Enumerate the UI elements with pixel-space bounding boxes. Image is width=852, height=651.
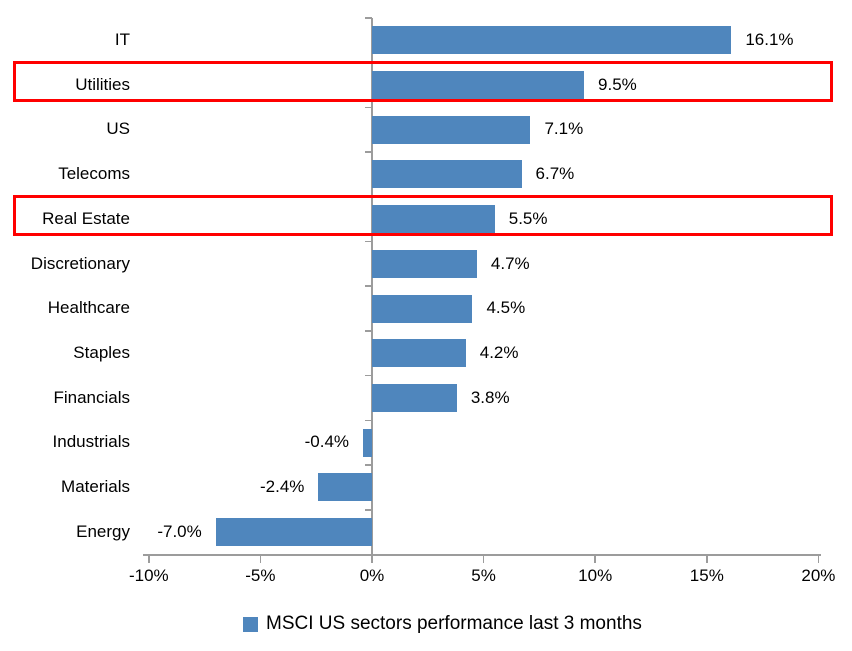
x-axis-tick bbox=[594, 554, 596, 563]
value-label: 9.5% bbox=[598, 74, 637, 94]
x-axis-tick bbox=[371, 554, 373, 563]
y-axis-tick bbox=[365, 285, 372, 287]
bar bbox=[372, 26, 732, 55]
value-label: -7.0% bbox=[157, 521, 202, 541]
category-label: Discretionary bbox=[30, 253, 130, 273]
category-label: IT bbox=[114, 30, 130, 49]
x-axis-tick bbox=[259, 554, 262, 563]
y-axis-tick bbox=[365, 106, 372, 109]
category-label: Utilities bbox=[75, 74, 130, 94]
bar bbox=[372, 205, 495, 234]
highlight-box-real-estate bbox=[13, 195, 833, 237]
bar bbox=[372, 115, 531, 144]
category-label: US bbox=[106, 119, 130, 139]
value-label: 4.7% bbox=[490, 253, 530, 273]
x-axis-tick bbox=[148, 554, 150, 563]
y-axis-tick bbox=[365, 419, 372, 422]
bar bbox=[215, 518, 372, 547]
category-label: Telecoms bbox=[58, 164, 130, 184]
legend: MSCI US sectors performance last 3 month… bbox=[243, 612, 642, 636]
legend-label: MSCI US sectors performance last 3 month… bbox=[266, 613, 642, 634]
x-tick-label: -5% bbox=[245, 566, 276, 585]
category-label: Staples bbox=[73, 342, 130, 362]
bar bbox=[372, 249, 477, 278]
x-tick-label: -10% bbox=[128, 566, 169, 585]
y-axis-tick bbox=[365, 374, 372, 377]
category-label: Healthcare bbox=[47, 298, 130, 318]
x-tick-label: 20% bbox=[801, 566, 836, 585]
bar bbox=[372, 294, 473, 323]
category-label: Energy bbox=[76, 521, 130, 541]
y-axis-tick bbox=[365, 17, 372, 19]
highlight-box-utilities bbox=[13, 61, 833, 103]
y-axis-tick bbox=[365, 240, 372, 243]
bar bbox=[372, 71, 585, 100]
category-label: Materials bbox=[61, 477, 130, 497]
bar bbox=[372, 384, 457, 413]
y-axis-tick bbox=[365, 509, 372, 511]
x-tick-label: 0% bbox=[359, 566, 385, 585]
category-label: Real Estate bbox=[42, 208, 130, 228]
category-label: Financials bbox=[53, 387, 130, 407]
bar bbox=[318, 473, 372, 502]
value-label: 3.8% bbox=[470, 387, 510, 407]
category-label: Industrials bbox=[52, 432, 130, 452]
y-axis-tick bbox=[365, 464, 372, 466]
value-label: 6.7% bbox=[535, 164, 575, 184]
value-label: 4.2% bbox=[479, 342, 519, 362]
bar bbox=[372, 160, 522, 189]
x-axis-tick bbox=[706, 554, 708, 563]
x-axis-tick bbox=[817, 554, 820, 563]
value-label: 4.5% bbox=[486, 298, 526, 318]
x-axis-line bbox=[143, 553, 821, 556]
y-axis-tick bbox=[365, 330, 372, 332]
value-label: -2.4% bbox=[260, 477, 305, 497]
value-label: 5.5% bbox=[508, 208, 548, 228]
x-tick-label: 5% bbox=[471, 566, 496, 585]
value-label: 7.1% bbox=[544, 119, 584, 139]
x-tick-label: 15% bbox=[689, 566, 724, 585]
value-label: -0.4% bbox=[304, 432, 350, 452]
x-tick-label: 10% bbox=[578, 566, 613, 585]
bar bbox=[363, 428, 372, 457]
legend-swatch-icon bbox=[243, 616, 258, 632]
x-axis-tick bbox=[482, 554, 485, 563]
value-label: 16.1% bbox=[745, 30, 794, 49]
bar bbox=[372, 339, 466, 368]
y-axis-tick bbox=[365, 151, 372, 153]
